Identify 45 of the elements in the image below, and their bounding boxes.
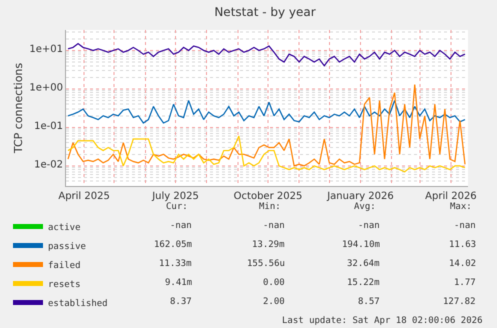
y-axis-title: TCP connections [12,62,26,154]
legend-label: established [48,299,108,310]
y-tick-label: 1e+01 [29,44,63,55]
text: 8.37 [170,297,192,307]
text: -nan [263,221,285,231]
text: Cur: [166,202,188,212]
y-tick-label: 1e-02 [34,159,63,170]
text: Avg: [354,202,376,212]
text: 1.77 [454,278,476,288]
text: Max: [450,202,472,212]
text: 11.33m [159,259,192,269]
line-series [67,135,466,172]
text: 32.64m [347,259,380,269]
line-series [67,100,466,124]
x-tick-label: July 2025 [151,191,199,202]
text: 0.00 [263,278,285,288]
text: 194.10m [342,240,380,250]
text: 8.57 [358,297,380,307]
text: 13.29m [252,240,285,250]
x-tick-label: October 2025 [234,191,302,202]
text: 14.02 [449,259,476,269]
y-tick-label: 1e+00 [29,82,63,94]
x-tick-label: April 2025 [58,191,110,202]
text: 155.56u [247,259,285,269]
text: 9.41m [165,278,192,288]
chart-title: Netstat - by year [214,5,316,20]
text: 2.00 [263,297,285,307]
line-series [67,84,466,166]
text: -nan [358,221,380,231]
text: Min: [259,202,281,212]
text: 11.63 [449,240,476,250]
text: 162.05m [154,240,192,250]
y-tick-label: 1e-01 [34,120,63,132]
line-series [67,43,466,66]
text: -nan [454,221,476,231]
text: Last update: Sat Apr 18 02:00:06 2026 [282,316,482,326]
legend-label: passive [48,242,86,252]
text: 15.22m [347,278,380,288]
x-tick-label: January 2026 [326,191,394,202]
legend-label: failed [48,261,81,272]
text: -nan [170,221,192,231]
text: 127.82 [443,297,476,307]
x-tick-label: April 2026 [425,191,477,202]
legend-label: resets [48,280,81,290]
legend-label: active [48,223,81,234]
